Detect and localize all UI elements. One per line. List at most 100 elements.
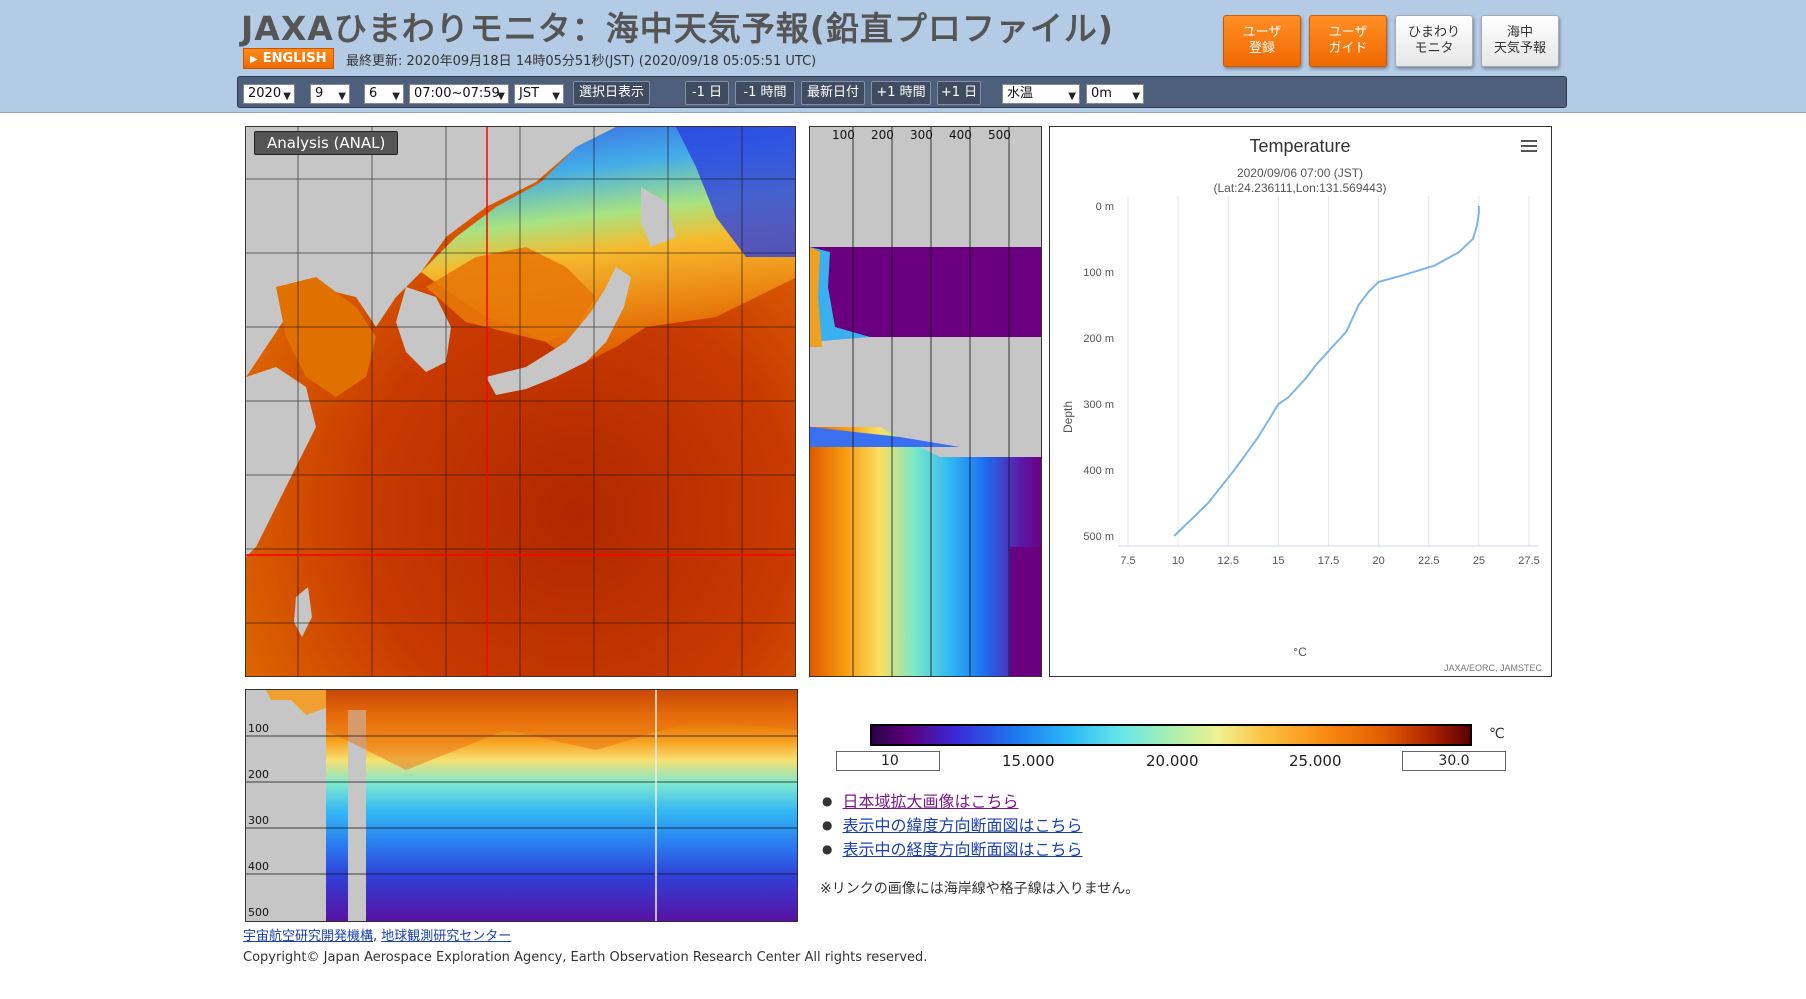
chevron-down-icon: ▼ [497,91,505,102]
chart-y-tick-label: 500 m [1083,531,1114,543]
color-scale-tick: 15.000 [1002,752,1055,770]
chart-x-tick-label: 17.5 [1318,555,1339,567]
vertical-section-right[interactable]: 100 200 300 400 500 [809,126,1042,677]
minus-hour-button[interactable]: -1 時間 [735,81,795,105]
temperature-chart: Temperature 2020/09/06 07:00 (JST) (Lat:… [1061,136,1543,673]
timezone-select[interactable]: JST ▼ [514,84,564,104]
month-select[interactable]: 9 ▼ [310,84,350,104]
last-updated: 最終更新: 2020年09月18日 14時05分51秒(JST) (2020/0… [346,54,817,69]
chart-x-tick-label: 27.5 [1518,555,1539,567]
section-depth-tick: 100 [248,722,269,735]
note-text: ※リンクの画像には海岸線や格子線は入りません。 [820,881,1140,897]
bullet-icon: ● [822,818,833,832]
chart-x-tick-label: 7.5 [1120,555,1135,567]
jaxa-link[interactable]: 宇宙航空研究開発機構 [243,929,374,944]
chart-subtitle-2: (Lat:24.236111,Lon:131.569443) [1213,181,1386,195]
chart-y-tick-label: 400 m [1083,465,1114,477]
english-label: ENGLISH [262,51,327,66]
button-line2: 登録 [1248,41,1275,56]
plus-day-button[interactable]: +1 日 [937,81,981,105]
time-value: 07:00~07:59 [414,86,500,101]
color-scale-tick: 25.000 [1289,752,1342,770]
himawari-monitor-button[interactable]: ひまわり モニタ [1395,15,1473,67]
chart-x-tick-label: 15 [1272,555,1284,567]
longitude-section-link[interactable]: 表示中の経度方向断面図はこちら [842,840,1083,859]
play-icon: ▶ [250,54,258,65]
year-select[interactable]: 2020 ▼ [243,84,295,104]
temperature-chart-panel: Temperature 2020/09/06 07:00 (JST) (Lat:… [1049,126,1552,677]
ocean-forecast-button[interactable]: 海中 天気予報 [1481,15,1559,67]
button-line1: ユーザ [1328,25,1368,40]
chevron-down-icon: ▼ [392,91,400,102]
color-scale-tick: 20.000 [1146,752,1199,770]
chevron-down-icon: ▼ [338,91,346,102]
chart-x-tick-label: 12.5 [1218,555,1239,567]
latitude-section-link[interactable]: 表示中の緯度方向断面図はこちら [842,816,1083,835]
vertical-section-image [810,127,1041,676]
chart-x-tick-label: 25 [1473,555,1485,567]
chart-credit: JAXA/EORC, JAMSTEC [1444,663,1543,673]
timezone-value: JST [519,86,540,101]
japan-enlarged-image-link[interactable]: 日本域拡大画像はこちら [842,792,1019,811]
bullet-icon: ● [822,842,833,856]
chart-y-tick-label: 0 m [1096,201,1114,213]
latest-date-button[interactable]: 最新日付 [801,81,865,105]
chart-y-ticks: 0 m 100 m 200 m 300 m 400 m 500 m [1083,201,1114,543]
vp-tick: 400 [949,128,972,142]
vp-tick: 100 [832,128,855,142]
user-guide-button[interactable]: ユーザ ガイド [1309,15,1387,67]
select-date-button[interactable]: 選択日表示 [573,81,650,105]
section-depth-tick: 200 [248,768,269,781]
color-scale-max-input[interactable]: 30.0 [1402,751,1506,771]
link-row: ● 表示中の緯度方向断面図はこちら [822,812,1083,836]
button-line2: モニタ [1414,41,1454,56]
chart-grid [1118,196,1539,547]
chart-x-tick-label: 20 [1373,555,1385,567]
section-depth-tick: 500 [248,906,269,919]
chart-x-tick-label: 22.5 [1418,555,1439,567]
minus-day-button[interactable]: -1 日 [685,81,729,105]
english-button[interactable]: ▶ ENGLISH [243,48,334,69]
bullet-icon: ● [822,794,833,808]
color-scale-min-input[interactable]: 10 [836,751,940,771]
section-depth-tick: 400 [248,860,269,873]
footer-separator: , [373,929,378,944]
year-value: 2020 [248,86,282,101]
time-select[interactable]: 07:00~07:59 ▼ [409,84,509,104]
depth-select[interactable]: 0m ▼ [1086,84,1144,104]
user-registration-button[interactable]: ユーザ 登録 [1223,15,1301,67]
button-line1: ユーザ [1242,25,1282,40]
vp-tick: 200 [871,128,894,142]
vertical-section-bottom[interactable]: 100 200 300 400 500 [245,689,798,922]
plus-hour-button[interactable]: +1 時間 [871,81,931,105]
link-row: ● 表示中の経度方向断面図はこちら [822,836,1083,860]
chart-x-tick-label: 10 [1172,555,1184,567]
footer-links: 宇宙航空研究開発機構, 地球観測研究センター [243,925,511,944]
variable-select[interactable]: 水温 ▼ [1002,84,1080,104]
chevron-down-icon: ▼ [552,91,560,102]
chevron-down-icon: ▼ [1132,91,1140,102]
depth-value: 0m [1091,86,1112,101]
button-line2: 天気予報 [1493,41,1546,56]
chart-x-ticks: 7.5 10 12.5 15 17.5 20 22.5 25 27.5 [1120,555,1539,567]
chart-x-label: °C [1293,645,1307,659]
map-grid [246,127,795,676]
day-value: 6 [369,86,378,101]
button-line1: 海中 [1506,25,1533,40]
chevron-down-icon: ▼ [283,91,291,102]
chart-menu-icon[interactable] [1521,139,1537,153]
chart-subtitle: 2020/09/06 07:00 (JST) [1237,166,1363,180]
map-image[interactable] [246,127,796,677]
chevron-down-icon: ▼ [1068,91,1076,102]
section-depth-tick: 300 [248,814,269,827]
button-line2: ガイド [1328,41,1368,56]
eorc-link[interactable]: 地球観測研究センター [381,929,512,944]
bottom-section-image [246,690,797,921]
month-value: 9 [315,86,324,101]
day-select[interactable]: 6 ▼ [364,84,404,104]
vp-tick: 300 [910,128,933,142]
link-row: ● 日本域拡大画像はこちら [822,788,1019,812]
temperature-series-line [1173,206,1480,537]
sea-temperature-map[interactable]: Analysis (ANAL) [245,126,796,677]
chart-title: Temperature [1249,136,1350,156]
